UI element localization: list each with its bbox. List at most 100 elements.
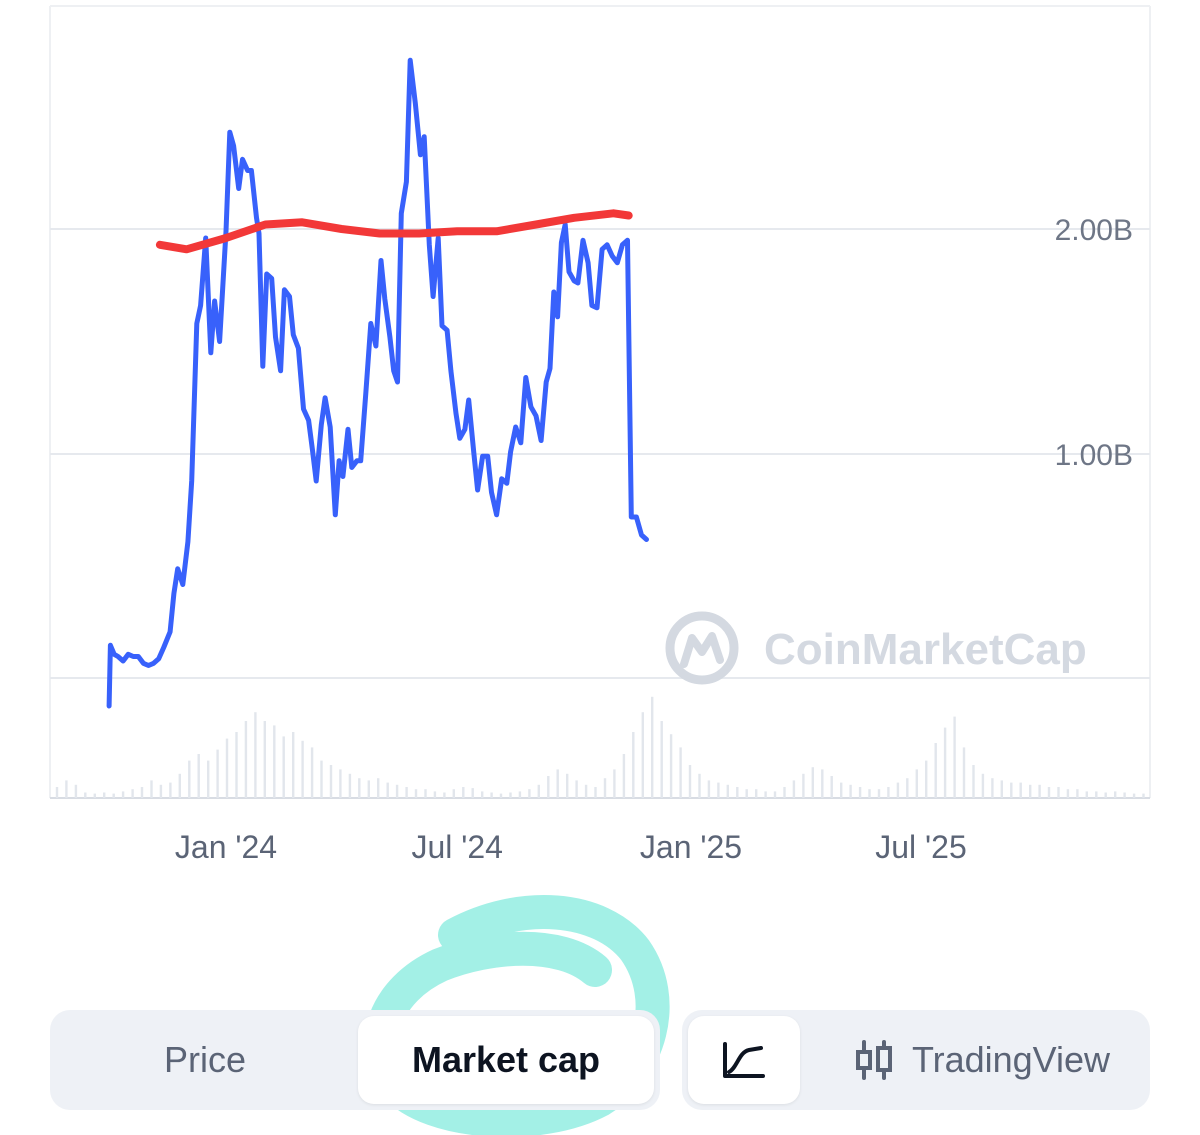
volume-bar [178, 773, 181, 798]
volume-bar [169, 782, 172, 798]
volume-bar [726, 784, 729, 798]
volume-bar [301, 740, 304, 798]
volume-bar [197, 754, 200, 798]
volume-bar [632, 732, 635, 798]
volume-bar [1057, 787, 1060, 798]
price-tab[interactable]: Price [163, 1039, 247, 1080]
line-chart-icon [723, 1042, 765, 1078]
volume-bar [792, 780, 796, 798]
volume-bar [811, 767, 814, 798]
volume-bar [103, 792, 106, 798]
volume-bar [329, 765, 333, 798]
volume-bar [84, 792, 87, 798]
volume-bar [1019, 782, 1022, 798]
y-axis-labels: 2.00B 1.00B [1055, 214, 1133, 472]
volume-bar [877, 789, 881, 798]
volume-bar [481, 791, 484, 798]
volume-bar [925, 760, 928, 798]
volume-bar [641, 712, 644, 798]
volume-bar [358, 778, 361, 798]
volume-bar [1066, 789, 1070, 798]
volume-bar [962, 747, 966, 798]
volume-bar [915, 769, 918, 798]
volume-bar [310, 747, 314, 798]
volume-bar [707, 780, 711, 798]
volume-bar [320, 760, 323, 798]
y-tick-label: 1.00B [1055, 439, 1133, 472]
volume-bar [1123, 792, 1126, 798]
volume-bar [547, 776, 550, 798]
volume-bar [292, 732, 295, 798]
volume-bar [688, 765, 692, 798]
tradingview-button[interactable]: TradingView [822, 1016, 1142, 1104]
volume-bar [225, 738, 229, 798]
volume-bar [849, 784, 852, 798]
volume-bar [802, 773, 805, 798]
volume-bar [660, 721, 663, 798]
volume-bar [1142, 793, 1145, 798]
volume-bar [679, 747, 682, 798]
series [106, 57, 649, 709]
volume-bar [348, 773, 352, 798]
volume-bar [537, 784, 540, 798]
volume-bar [121, 791, 125, 798]
volume-bar [934, 743, 937, 798]
volume-bar [490, 792, 493, 798]
line-chart-button[interactable] [688, 1016, 800, 1104]
volume-bar [622, 754, 626, 798]
volume-bar [244, 721, 248, 798]
volume-bar [603, 778, 607, 798]
volume-bar [65, 780, 68, 798]
volume-bar [594, 787, 597, 798]
volume-bar [462, 787, 465, 798]
volume-bar [414, 789, 418, 798]
volume-bar [377, 778, 380, 798]
volume-bar [452, 789, 455, 798]
volume-bar [207, 760, 210, 798]
volume-bar [55, 787, 59, 798]
coinmarketcap-logo-icon [665, 611, 739, 685]
candlestick-icon [855, 1040, 892, 1080]
volume-bar [556, 769, 559, 798]
volume-bar [235, 732, 238, 798]
volume-bar [282, 736, 285, 798]
volume-bar [972, 765, 975, 798]
volume-bar [1038, 784, 1041, 798]
volume-bar [273, 725, 276, 798]
volume-bar [887, 787, 890, 798]
volume-bar [906, 778, 909, 798]
volume-bar [773, 791, 777, 798]
trend-line [155, 209, 633, 254]
volume-bar [424, 789, 427, 798]
volume-bar [367, 780, 370, 798]
volume-bar [783, 787, 786, 798]
volume-bar [858, 787, 862, 798]
volume-bar [159, 784, 163, 798]
volume-bar [509, 792, 512, 798]
volume-bar [755, 789, 758, 798]
x-tick-label: Jul '24 [411, 829, 503, 865]
grid [49, 5, 1151, 799]
x-tick-label: Jul '25 [875, 829, 967, 865]
volume-bar [188, 760, 191, 798]
volume-bar [528, 789, 531, 798]
volume-bar [717, 782, 720, 798]
volume-bar [433, 791, 437, 798]
volume-bar [566, 773, 569, 798]
volume-bar [216, 749, 219, 798]
volume-bar [263, 721, 266, 798]
volume-bar [254, 712, 257, 798]
volume-bar [140, 787, 144, 798]
volume-bar [943, 727, 947, 798]
market-cap-tab[interactable]: Market cap [358, 1016, 654, 1104]
volume-bar [405, 787, 408, 798]
volume-bar [112, 793, 115, 798]
volume-bar [471, 788, 474, 798]
volume-bar [868, 789, 871, 798]
tradingview-label: TradingView [911, 1039, 1111, 1080]
coinmarketcap-watermark: CoinMarketCap [665, 611, 1087, 685]
volume-bar [131, 789, 134, 798]
volume-bar [1095, 791, 1098, 798]
price-marketcap-toggle: Price Market cap [50, 1010, 660, 1110]
